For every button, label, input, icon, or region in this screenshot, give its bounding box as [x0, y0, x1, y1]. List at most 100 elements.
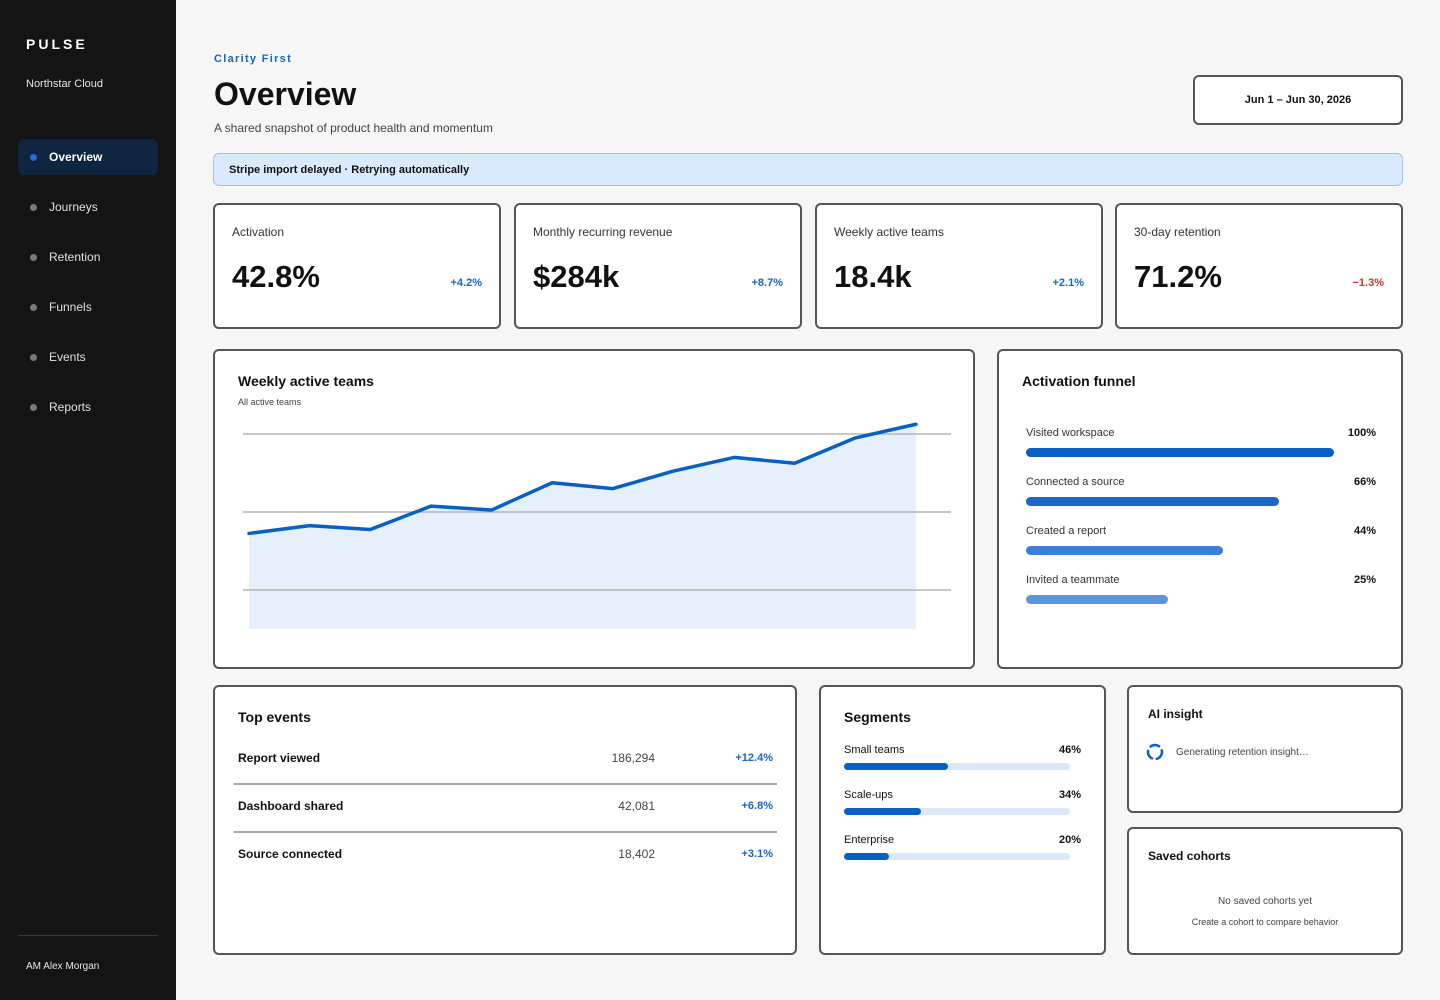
- kpi-delta: +2.1%: [1052, 277, 1085, 289]
- top-events-card: Top events Report viewed 186,294 +12.4% …: [213, 685, 797, 955]
- segment-bar-fill: [844, 808, 921, 815]
- kpi-value: $284k: [533, 259, 620, 294]
- funnel-bar: [1026, 448, 1334, 457]
- table-row[interactable]: Source connected 18,402 +3.1%: [234, 833, 777, 881]
- sidebar-item-label: Overview: [49, 150, 103, 164]
- sidebar-item-events[interactable]: Events: [18, 339, 158, 375]
- kpi-card-activation[interactable]: Activation 42.8% +4.2%: [213, 203, 501, 329]
- segment-bar-fill: [844, 853, 890, 860]
- chart-point[interactable]: [243, 527, 255, 539]
- chart-point[interactable]: [546, 477, 558, 489]
- card-title: Saved cohorts: [1148, 849, 1231, 863]
- segment-pct: 20%: [1058, 834, 1081, 846]
- page-title: Overview: [214, 76, 357, 112]
- chart-point[interactable]: [728, 451, 740, 463]
- sidebar-item-reports[interactable]: Reports: [18, 389, 158, 425]
- card-title: Segments: [844, 709, 911, 725]
- activation-funnel-card: Activation funnel Visited workspace 100%…: [997, 349, 1403, 669]
- card-title: Top events: [238, 709, 311, 725]
- segment-list: Small teams 46% Scale-ups 34% Enterprise…: [844, 744, 1081, 879]
- segment-item[interactable]: Scale-ups 34%: [844, 789, 1081, 834]
- kpi-delta: +4.2%: [450, 277, 483, 289]
- funnel-step[interactable]: Created a report 44%: [1026, 525, 1376, 574]
- card-title: AI insight: [1148, 707, 1203, 721]
- segment-pct: 46%: [1058, 744, 1081, 756]
- sidebar-item-label: Reports: [49, 400, 92, 414]
- sidebar-item-journeys[interactable]: Journeys: [18, 189, 158, 225]
- chart-point[interactable]: [910, 418, 922, 430]
- banner-text: Stripe import delayed · Retrying automat…: [229, 163, 470, 176]
- kpi-delta: +8.7%: [751, 277, 784, 289]
- segment-item[interactable]: Small teams 46%: [844, 744, 1081, 789]
- funnel-step-label: Visited workspace: [1026, 427, 1115, 439]
- org-name: Northstar Cloud: [26, 78, 104, 90]
- nav-dot-icon: [30, 403, 37, 411]
- chart-point[interactable]: [607, 483, 619, 495]
- segment-bar-track: [844, 763, 1070, 770]
- segment-item[interactable]: Enterprise 20%: [844, 834, 1081, 879]
- kpi-value: 42.8%: [232, 259, 320, 294]
- table-row[interactable]: Report viewed 186,294 +12.4%: [234, 737, 777, 785]
- funnel-step-pct: 100%: [1347, 427, 1376, 439]
- segment-bar-fill: [844, 763, 948, 770]
- sidebar-item-funnels[interactable]: Funnels: [18, 289, 158, 325]
- funnel-step[interactable]: Connected a source 66%: [1026, 476, 1376, 525]
- funnel-bar: [1026, 595, 1168, 604]
- sidebar: PULSE Northstar Cloud Overview Journeys …: [0, 0, 176, 1000]
- event-name: Source connected: [238, 847, 343, 861]
- segment-label: Small teams: [844, 744, 905, 756]
- nav-dot-icon: [30, 353, 37, 361]
- kpi-value: 71.2%: [1134, 259, 1222, 294]
- funnel-step-label: Created a report: [1026, 525, 1107, 537]
- segment-label: Scale-ups: [844, 789, 893, 801]
- segment-bar-track: [844, 853, 1070, 860]
- funnel-step-pct: 25%: [1353, 574, 1376, 586]
- chart-point[interactable]: [667, 465, 679, 477]
- event-change: +3.1%: [741, 848, 774, 860]
- funnel-step-pct: 66%: [1353, 476, 1376, 488]
- events-table: Report viewed 186,294 +12.4% Dashboard s…: [234, 737, 777, 881]
- kpi-label: 30-day retention: [1134, 225, 1221, 239]
- saved-cohorts-card: Saved cohorts No saved cohorts yet Creat…: [1127, 827, 1403, 955]
- chart-point[interactable]: [425, 500, 437, 512]
- chart-point[interactable]: [364, 524, 376, 536]
- chart-point[interactable]: [789, 457, 801, 469]
- kpi-value: 18.4k: [834, 259, 912, 294]
- empty-state-hint: Create a cohort to compare behavior: [1191, 917, 1339, 927]
- segment-pct: 34%: [1058, 789, 1081, 801]
- kpi-card-weekly-active-teams[interactable]: Weekly active teams 18.4k +2.1%: [815, 203, 1103, 329]
- event-count: 18,402: [618, 847, 655, 861]
- chart-point[interactable]: [849, 432, 861, 444]
- ai-insight-card: AI insight Generating retention insight…: [1127, 685, 1403, 813]
- card-title: Activation funnel: [1022, 373, 1136, 389]
- weekly-active-teams-card: Weekly active teams All active teams: [213, 349, 975, 669]
- funnel-step-label: Invited a teammate: [1026, 574, 1120, 586]
- kpi-card-retention[interactable]: 30-day retention 71.2% −1.3%: [1115, 203, 1403, 329]
- kpi-label: Activation: [232, 225, 285, 239]
- sidebar-item-overview[interactable]: Overview: [18, 139, 158, 175]
- funnel-step[interactable]: Invited a teammate 25%: [1026, 574, 1376, 623]
- sidebar-item-retention[interactable]: Retention: [18, 239, 158, 275]
- spinner-icon: [1146, 743, 1164, 761]
- funnel-step-label: Connected a source: [1026, 476, 1125, 488]
- funnel-step[interactable]: Visited workspace 100%: [1026, 427, 1376, 476]
- segments-card: Segments Small teams 46% Scale-ups 34% E…: [819, 685, 1106, 955]
- ai-status: Generating retention insight…: [1146, 743, 1309, 761]
- user-profile[interactable]: AM Alex Morgan: [26, 961, 100, 972]
- table-row[interactable]: Dashboard shared 42,081 +6.8%: [234, 785, 777, 833]
- kpi-delta: −1.3%: [1352, 277, 1385, 289]
- kpi-card-mrr[interactable]: Monthly recurring revenue $284k +8.7%: [514, 203, 802, 329]
- sidebar-nav: Overview Journeys Retention Funnels Even…: [18, 139, 158, 439]
- brand-logo: PULSE: [26, 36, 88, 52]
- status-banner: Stripe import delayed · Retrying automat…: [213, 153, 1403, 186]
- funnel-step-pct: 44%: [1353, 525, 1376, 537]
- chart-point[interactable]: [486, 504, 498, 516]
- date-range-button[interactable]: Jun 1 – Jun 30, 2026: [1193, 75, 1403, 125]
- ai-status-text: Generating retention insight…: [1176, 746, 1309, 758]
- card-subtitle: All active teams: [238, 397, 302, 407]
- event-change: +6.8%: [741, 800, 774, 812]
- chart-point[interactable]: [304, 520, 316, 532]
- nav-dot-icon: [30, 253, 37, 261]
- nav-dot-icon: [30, 303, 37, 311]
- sidebar-item-label: Retention: [49, 250, 101, 264]
